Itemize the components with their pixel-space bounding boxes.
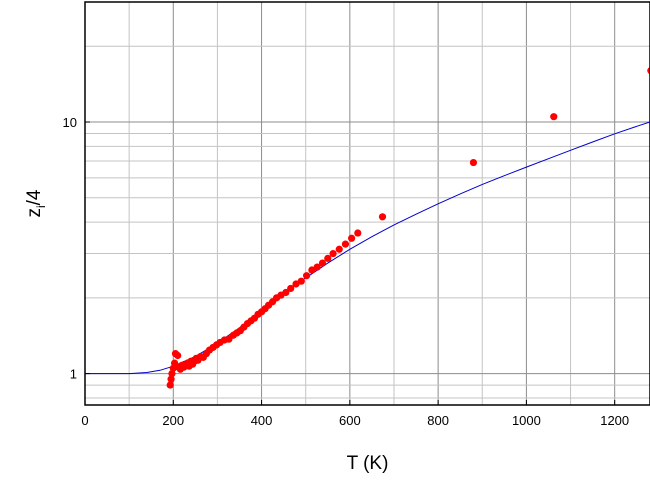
data-point — [174, 351, 182, 360]
data-point — [297, 277, 305, 285]
data-point — [335, 245, 343, 253]
y-axis-label-main: z — [24, 208, 45, 218]
x-tick-label: 400 — [251, 413, 273, 428]
data-point — [308, 266, 316, 274]
data-point — [550, 113, 558, 121]
data-point — [313, 263, 321, 271]
data-point — [354, 229, 362, 237]
data-point — [341, 240, 350, 248]
data-point — [292, 280, 300, 288]
y-axis-label-subscript: i — [34, 205, 48, 208]
x-tick-label: 600 — [339, 413, 361, 428]
data-points — [166, 67, 650, 389]
data-point — [302, 272, 311, 280]
grid — [85, 2, 650, 405]
data-point — [469, 158, 478, 167]
y-axis: 1 10 — [63, 115, 90, 382]
data-point — [348, 234, 356, 242]
y-tick-label: 10 — [63, 115, 77, 130]
model-curve-line — [85, 121, 650, 375]
x-axis-label: T (K) — [347, 453, 389, 474]
data-point — [282, 288, 290, 297]
y-axis-label-suffix: /4 — [24, 189, 45, 205]
x-axis: 0 200 400 600 800 1000 1200 — [81, 400, 629, 428]
x-tick-label: 1200 — [600, 413, 629, 428]
y-tick-label: 1 — [70, 367, 77, 382]
data-point — [287, 284, 295, 293]
y-axis-label: zi/4 — [24, 189, 48, 217]
data-point — [166, 381, 174, 389]
model-curve — [85, 121, 650, 375]
data-point — [318, 259, 327, 267]
data-point — [378, 213, 387, 221]
x-tick-label: 1000 — [512, 413, 541, 428]
x-tick-label: 0 — [81, 413, 88, 428]
x-tick-label: 800 — [427, 413, 449, 428]
data-point — [167, 375, 175, 383]
data-point — [324, 254, 332, 262]
plot-frame — [84, 1, 650, 406]
x-tick-label: 200 — [162, 413, 184, 428]
data-point — [329, 249, 337, 258]
